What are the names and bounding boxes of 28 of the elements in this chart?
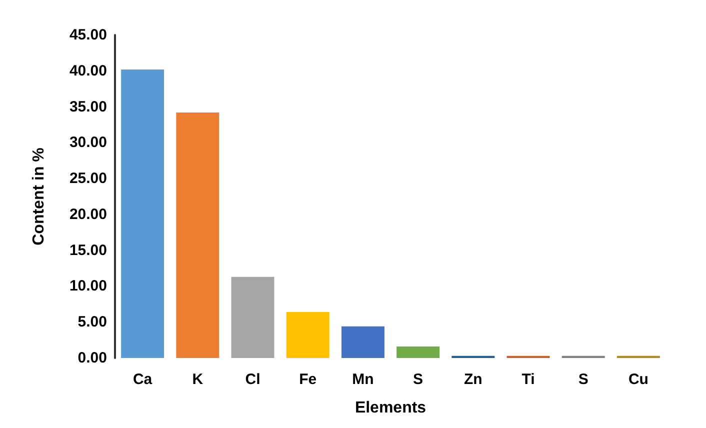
y-tick-label: 0.00 (78, 350, 107, 366)
x-tick-label: Ti (522, 371, 535, 388)
y-axis-title: Content in % (30, 148, 48, 246)
y-tick-label: 45.00 (69, 26, 107, 44)
y-tick-label: 40.00 (69, 62, 107, 80)
bar (231, 276, 274, 358)
x-tick-label: K (192, 371, 204, 388)
x-tick-label: Cl (245, 371, 260, 388)
x-tick-label: Zn (464, 371, 482, 388)
x-tick-label: S (413, 371, 424, 388)
x-tick-label: S (578, 371, 588, 388)
y-tick-label: 10.00 (69, 278, 107, 295)
bar (396, 346, 440, 358)
x-axis-title: Elements (354, 400, 426, 416)
y-tick-label: 35.00 (69, 98, 107, 116)
y-tick-label: 25.00 (69, 170, 107, 188)
y-tick-label: 15.00 (69, 242, 107, 259)
bar (176, 112, 220, 358)
x-tick-label: Cu (628, 371, 648, 388)
y-tick-label: 30.00 (69, 134, 107, 152)
y-tick-label: 20.00 (69, 206, 107, 223)
x-tick-label: Fe (299, 371, 317, 388)
bar (341, 326, 384, 358)
bar (121, 69, 164, 358)
bar (286, 312, 330, 358)
x-tick-label: Ca (132, 371, 153, 388)
x-tick-label: Mn (352, 371, 374, 388)
y-tick-label: 5.00 (78, 314, 107, 331)
